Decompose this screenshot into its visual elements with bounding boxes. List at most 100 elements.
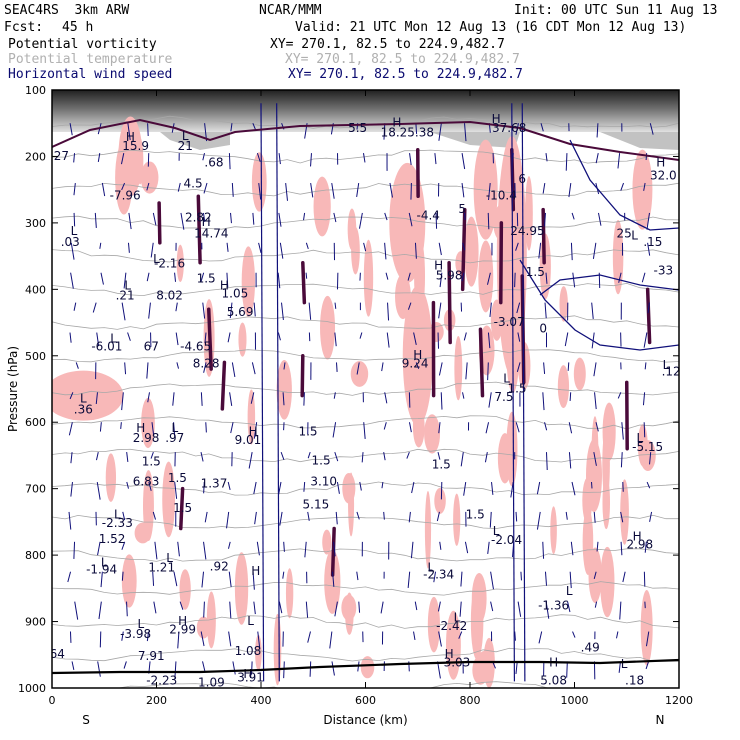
wind-arrow [305, 272, 308, 279]
contour-label: 3.91 [237, 670, 264, 684]
wind-arrow [310, 182, 314, 198]
contour-label: 18.25.38 [381, 126, 434, 140]
wind-arrow [252, 212, 255, 225]
contour-label: -2.42 [436, 619, 467, 633]
wind-arrow [228, 571, 232, 588]
wind-arrow [361, 452, 364, 463]
wind-arrow [307, 631, 311, 643]
wind-arrow [248, 452, 253, 469]
pv-positive-fill [550, 506, 557, 555]
pv-gray-band-lower [160, 132, 679, 150]
wind-arrow [515, 422, 520, 433]
pv-positive-fill [121, 554, 137, 608]
contour-label: L [110, 331, 117, 345]
contour-label: H [126, 130, 135, 144]
wind-arrow-long [521, 103, 526, 682]
wind-arrow-long [260, 103, 265, 682]
wind-arrow [252, 123, 257, 131]
wind-arrow [230, 123, 233, 132]
contour-label: L [247, 614, 254, 628]
wind-arrow [620, 182, 625, 191]
wind-arrow [437, 452, 441, 460]
wind-arrow [463, 481, 467, 496]
theta-line [52, 182, 679, 197]
pv-positive-fill [573, 357, 586, 391]
wind-arrow [202, 153, 205, 161]
pv-positive-fill [496, 136, 527, 377]
wind-arrow [231, 182, 234, 197]
contour-label: 5 [458, 202, 466, 216]
wind-arrow [407, 302, 412, 310]
wind-arrow [641, 272, 646, 283]
wind-arrow [258, 182, 262, 200]
wind-arrow [334, 302, 337, 309]
y-tick-label: 400 [25, 283, 46, 296]
wind-arrow [520, 571, 522, 581]
wind-arrow [644, 362, 647, 370]
pv-positive-fill [313, 176, 331, 237]
wind-arrow [568, 182, 572, 198]
pv-positive-fill [234, 552, 249, 625]
wind-arrow [386, 332, 390, 348]
pv-positive-fill [453, 493, 461, 546]
wind-arrow [461, 153, 466, 170]
wind-arrow [510, 481, 514, 498]
wind-arrow [174, 272, 177, 282]
wind-arrow [595, 422, 599, 432]
wind-arrow [645, 661, 650, 670]
contour-label: L [493, 524, 500, 538]
y-tick-label: 200 [25, 150, 46, 163]
contour-label: L [427, 561, 434, 575]
wind-arrow [202, 212, 206, 222]
contour-label: L [663, 358, 670, 372]
wind-arrow [570, 242, 573, 261]
wind-arrow [458, 631, 463, 639]
wind-arrow [572, 272, 576, 288]
wind-arrow [95, 452, 99, 461]
wind-arrow [385, 272, 389, 280]
wind-arrow [279, 511, 283, 526]
wind-arrow [334, 601, 338, 617]
wind-arrow [538, 242, 542, 259]
wind-arrow [381, 362, 384, 372]
contour-label: L [503, 371, 510, 385]
contour-label: 5.98 [436, 268, 463, 282]
wind-arrow [329, 631, 333, 649]
wind-arrow [568, 422, 573, 434]
pv-contour [499, 221, 504, 305]
wind-arrow [227, 332, 231, 343]
wind-arrow [333, 541, 336, 557]
contour-label: .92 [210, 559, 229, 573]
wind-arrow [643, 182, 646, 191]
wind-arrow [226, 242, 229, 252]
wind-arrow [384, 212, 388, 221]
tropopause-line [52, 118, 679, 161]
contour-label: H [492, 112, 501, 126]
wind-arrow [148, 302, 151, 319]
pv-positive-fill [434, 487, 446, 514]
wind-arrow [203, 362, 207, 373]
contour-label: 1.5 [507, 381, 526, 395]
contour-label: H [434, 258, 443, 272]
wind-arrow [438, 123, 442, 141]
wind-arrow [438, 302, 442, 319]
pv-contour [179, 486, 185, 531]
contour-label: 2.98 [133, 431, 160, 445]
wind-arrow [335, 511, 338, 525]
pv-positive-fill [602, 402, 616, 461]
wind-arrow [278, 601, 283, 614]
contour-label: 14.74 [194, 227, 228, 241]
wind-arrow [202, 302, 206, 319]
wind-arrow [278, 153, 281, 165]
wind-arrow [542, 392, 545, 411]
wind-arrow [73, 302, 77, 311]
wind-arrow [250, 392, 255, 404]
x-tick-label: 1200 [665, 694, 693, 707]
contour-label: 27 [54, 149, 69, 163]
y-tick-label: 900 [25, 616, 46, 629]
pv-positive-fill [424, 491, 432, 569]
pv-contour [645, 287, 652, 345]
wind-arrow [383, 511, 385, 520]
wind-arrow [226, 272, 229, 288]
